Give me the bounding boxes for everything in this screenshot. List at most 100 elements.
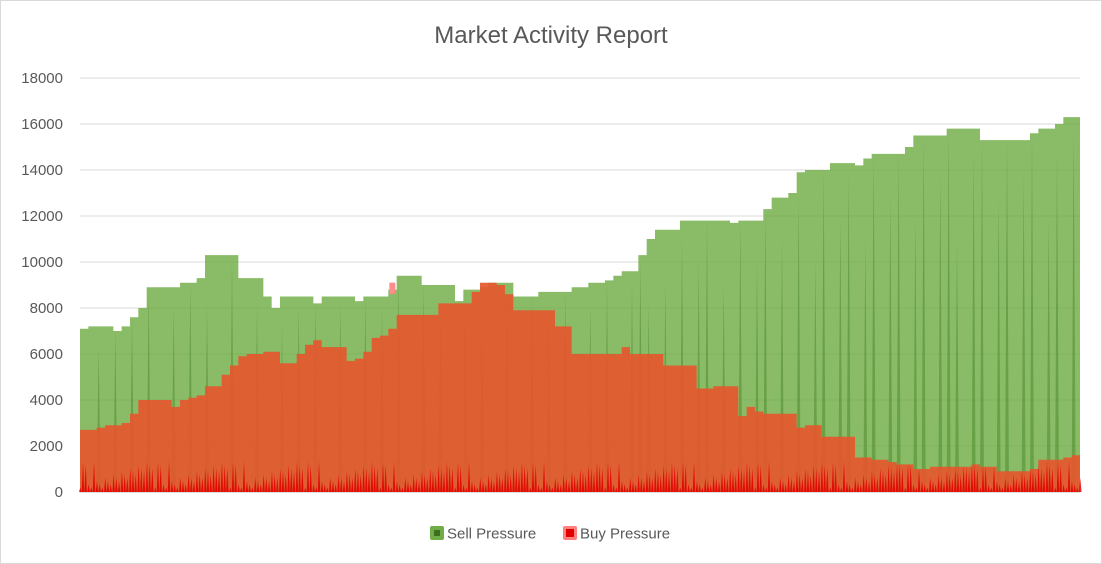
buy-spike (531, 461, 535, 492)
buy-spike (301, 468, 304, 492)
buy-spike (662, 464, 665, 492)
buy-spike (734, 474, 737, 492)
buy-spike (790, 477, 793, 492)
buy-spike (445, 461, 449, 492)
buy-spike (956, 471, 960, 492)
buy-spike (895, 464, 899, 492)
buy-spike (454, 487, 457, 492)
buy-spike (187, 474, 190, 492)
buy-spike (540, 487, 543, 492)
buy-spike (876, 477, 879, 492)
buy-spike (265, 477, 268, 492)
buy-spike (715, 477, 718, 492)
buy-spike (870, 471, 874, 492)
buy-spike (990, 487, 993, 492)
buy-spike (1059, 464, 1062, 492)
buy-spike (320, 480, 324, 492)
buy-spike (884, 474, 887, 492)
buy-spike (365, 468, 368, 492)
buy-spike (198, 474, 201, 492)
buy-spike (851, 487, 854, 492)
buy-spike (131, 471, 135, 492)
buy-spike (165, 487, 168, 492)
buy-spike (351, 477, 354, 492)
buy-spike (898, 464, 901, 492)
buy-spike (412, 474, 415, 492)
buy-spike (706, 480, 710, 492)
buy-spike (565, 477, 568, 492)
buy-spike (515, 468, 518, 492)
sell-spike (1046, 217, 1051, 492)
buy-spike (340, 477, 343, 492)
legend-item-sell[interactable]: Sell Pressure (430, 526, 536, 543)
sell-spike (838, 217, 843, 492)
buy-spike (331, 480, 335, 492)
buy-spike (354, 468, 357, 492)
sell-spike (996, 195, 1001, 493)
buy-spike (367, 471, 371, 492)
chart-title: Market Activity Report (434, 22, 668, 49)
buy-spike (901, 468, 904, 492)
buy-spike (951, 477, 954, 492)
buy-spike (904, 487, 907, 492)
y-tick-label: 16000 (21, 116, 63, 133)
buy-spike (559, 484, 562, 492)
buy-spike (581, 471, 585, 492)
buy-spike (209, 474, 212, 492)
buy-spike (570, 471, 574, 492)
buy-spike (795, 471, 799, 492)
buy-spike (434, 474, 437, 492)
sell-spike (888, 195, 893, 493)
buy-spike (240, 487, 243, 492)
buy-spike (1051, 468, 1054, 492)
buy-spike (329, 477, 332, 492)
buy-spike (981, 466, 985, 492)
sell-spike (1071, 129, 1076, 492)
buy-spike (404, 477, 407, 492)
y-tick-label: 14000 (21, 162, 63, 179)
legend: Sell Pressure Buy Pressure (430, 526, 670, 543)
buy-spike (345, 471, 349, 492)
buy-spike (984, 466, 987, 492)
buy-spike (656, 471, 660, 492)
buy-spike (917, 469, 921, 492)
buy-spike (534, 464, 537, 492)
buy-spike (312, 484, 315, 492)
buy-spike (756, 461, 760, 492)
buy-spike (709, 484, 712, 492)
buy-spike (154, 487, 157, 492)
buy-spike (223, 464, 226, 492)
legend-item-buy[interactable]: Buy Pressure (563, 526, 670, 543)
buy-spike (676, 468, 679, 492)
buy-spike (176, 487, 179, 492)
buy-spike (295, 461, 299, 492)
buy-spike (298, 464, 301, 492)
buy-spike (867, 480, 871, 492)
y-tick-label: 18000 (21, 70, 63, 87)
buy-spike (384, 464, 387, 492)
buy-spike (95, 480, 99, 492)
buy-spike (179, 477, 182, 492)
buy-spike (967, 471, 971, 492)
buy-spike (226, 468, 229, 492)
buy-spike (462, 484, 465, 492)
buy-spike (1034, 474, 1037, 492)
buy-spike (490, 477, 493, 492)
buy-spike (992, 466, 996, 492)
buy-spike (567, 480, 571, 492)
buy-spike (429, 468, 432, 492)
buy-spike (87, 484, 90, 492)
buy-spike (529, 487, 532, 492)
buy-spike (92, 461, 96, 492)
buy-spike (1012, 474, 1015, 492)
buy-spike (770, 480, 774, 492)
sell-spike (971, 151, 976, 492)
buy-spike (929, 477, 932, 492)
legend-marker-inner (566, 529, 574, 537)
sell-spike (821, 170, 826, 492)
buy-spike (1062, 484, 1065, 492)
buy-spike (784, 484, 787, 492)
buy-spike (729, 468, 732, 492)
buy-spike (259, 484, 262, 492)
buy-spike (934, 484, 937, 492)
